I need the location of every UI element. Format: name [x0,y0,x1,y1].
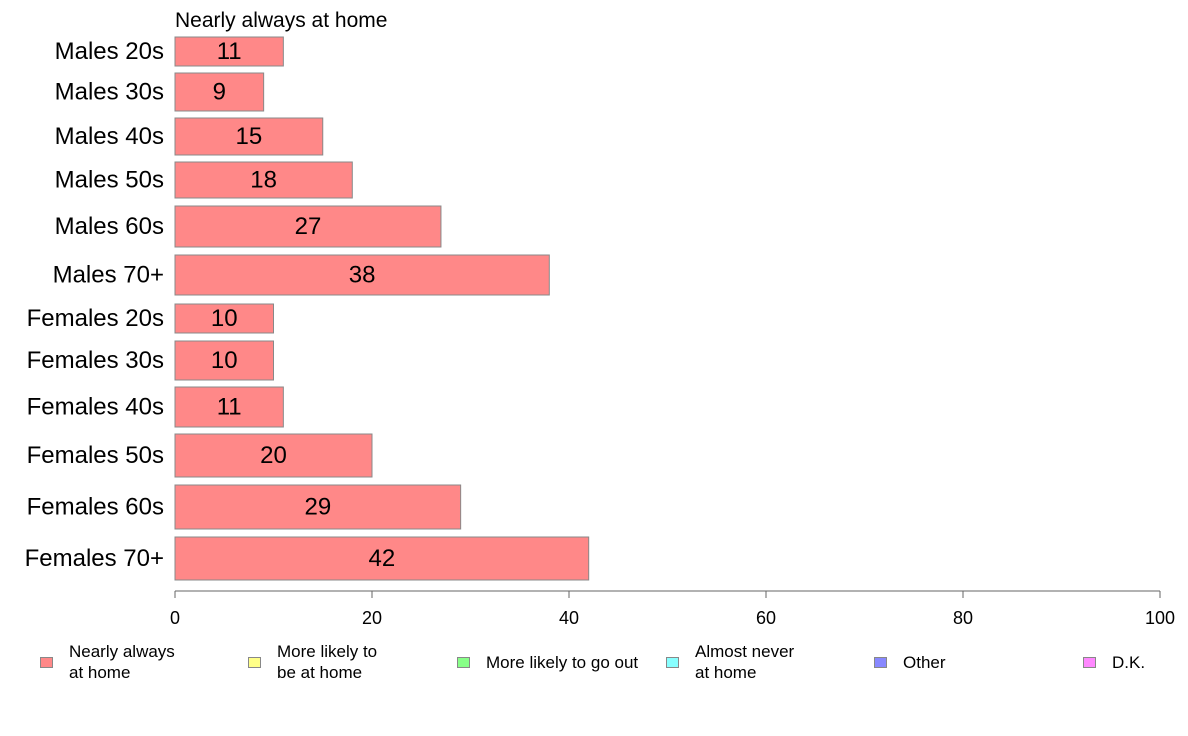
x-tick-label-4: 80 [953,608,973,628]
data-label-6: 10 [211,305,238,332]
bar-4 [174,205,442,248]
data-label-0: 11 [217,38,242,65]
bar-6 [174,303,274,334]
category-label-11: Females 70+ [25,545,164,572]
bar-10 [174,484,462,530]
bar-1 [174,72,265,112]
category-label-0: Males 20s [55,38,164,65]
bar-2 [174,117,324,156]
bar-0 [174,36,284,67]
legend-swatch-1 [248,656,261,668]
bar-7 [174,340,274,381]
category-label-7: Females 30s [27,347,164,374]
legend-swatch-4 [874,656,887,668]
data-label-9: 20 [260,442,287,469]
legend-swatch-3 [666,656,679,668]
data-label-8: 11 [217,394,242,421]
x-tick-label-1: 20 [362,608,382,628]
bar-chart: Nearly always at home Males 20s 11 Males 3… [25,9,1175,628]
data-label-7: 10 [211,347,238,374]
x-axis: 0 20 40 60 80 100 [170,590,1175,628]
legend-item-3: Almost never at home [666,640,794,684]
legend-swatch-0 [40,656,53,668]
legend-item-2: More likely to go out [457,640,638,684]
category-label-5: Males 70+ [53,262,164,289]
data-label-3: 18 [250,167,277,194]
legend-label-1: More likely to be at home [277,642,378,682]
x-tick-label-0: 0 [170,608,180,628]
bar-8 [174,386,284,428]
bar-11 [174,536,590,581]
x-tick-label-3: 60 [756,608,776,628]
category-label-9: Females 50s [27,442,164,469]
legend-swatch-5 [1083,656,1096,668]
data-label-4: 27 [295,213,322,240]
category-label-8: Females 40s [27,394,164,421]
category-label-3: Males 50s [55,167,164,194]
bars-layer: Males 20s 11 Males 30s 9 Males 40s 15 Males 50… [25,36,590,581]
x-tick-label-2: 40 [559,608,579,628]
data-label-11: 42 [368,545,395,572]
legend-item-0: Nearly always at home [40,640,175,684]
legend-label-2: More likely to go out [486,652,639,672]
bar-3 [174,161,353,199]
legend-label-4: Other [903,652,946,672]
data-label-5: 38 [349,262,376,289]
legend-swatch-2 [457,656,470,668]
category-label-10: Females 60s [27,494,164,521]
legend-item-4: Other [874,640,946,684]
legend-label-5: D.K. [1112,652,1146,672]
bar-9 [174,433,373,478]
data-label-10: 29 [304,494,331,521]
legend-label-0: Nearly always at home [69,642,175,682]
data-label-1: 9 [213,79,226,106]
category-label-1: Males 30s [55,79,164,106]
chart-title: Nearly always at home [175,9,387,32]
legend-label-3: Almost never at home [695,642,795,682]
category-label-4: Males 60s [55,213,164,240]
legend-item-5: D.K. [1083,640,1145,684]
data-label-2: 15 [236,123,263,150]
legend: Nearly always at home More likely to be a… [0,640,1188,690]
x-tick-label-5: 100 [1145,608,1175,628]
bar-5 [174,254,550,296]
legend-item-1: More likely to be at home [248,640,377,684]
category-label-2: Males 40s [55,123,164,150]
category-label-6: Females 20s [27,305,164,332]
